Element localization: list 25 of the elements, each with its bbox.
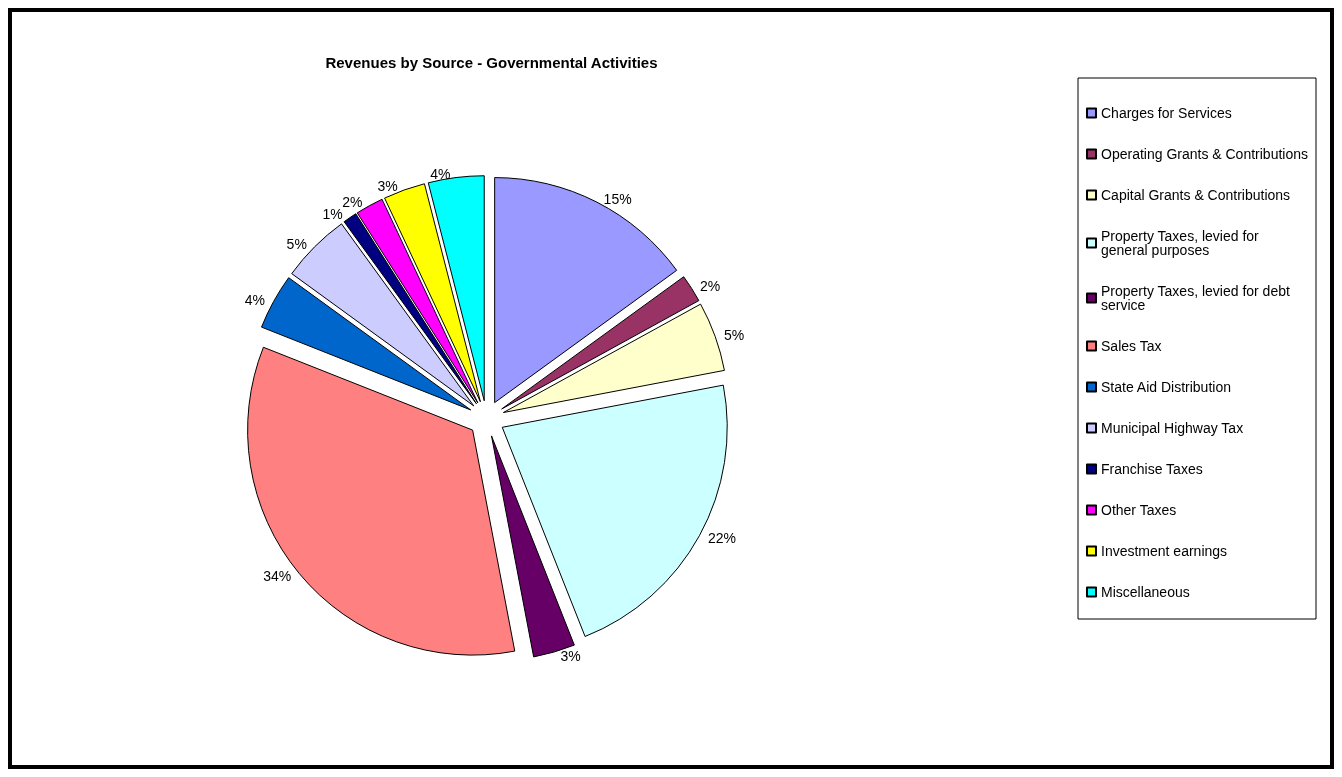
legend-label: Investment earnings — [1101, 543, 1228, 559]
data-label: 4% — [430, 165, 451, 182]
legend-label: Franchise Taxes — [1101, 461, 1203, 477]
legend-label: Sales Tax — [1101, 338, 1162, 354]
chart-title: Revenues by Source - Governmental Activities — [325, 54, 658, 71]
legend-label: Charges for Services — [1101, 105, 1232, 121]
data-label: 3% — [377, 178, 398, 195]
data-label: 4% — [244, 291, 266, 308]
legend-label: Other Taxes — [1101, 502, 1177, 518]
data-label: 2% — [342, 194, 363, 211]
data-label: 1% — [322, 206, 343, 223]
data-label: 5% — [286, 235, 307, 252]
data-label: 5% — [723, 326, 745, 343]
data-label: 3% — [560, 647, 581, 664]
legend-label: Miscellaneous — [1101, 584, 1190, 600]
data-label: 22% — [707, 529, 736, 546]
legend-label: Property Taxes, levied for general purposes — [1101, 228, 1263, 258]
data-label: 34% — [263, 568, 292, 585]
legend-label: Municipal Highway Tax — [1101, 420, 1244, 436]
data-label: 15% — [603, 190, 632, 207]
legend-label: Property Taxes, levied for debt service — [1101, 283, 1294, 313]
legend-label: State Aid Distribution — [1101, 379, 1231, 395]
data-label: 2% — [700, 278, 721, 295]
legend-label: Operating Grants & Contributions — [1101, 146, 1309, 162]
legend-label: Capital Grants & Contributions — [1101, 187, 1291, 203]
